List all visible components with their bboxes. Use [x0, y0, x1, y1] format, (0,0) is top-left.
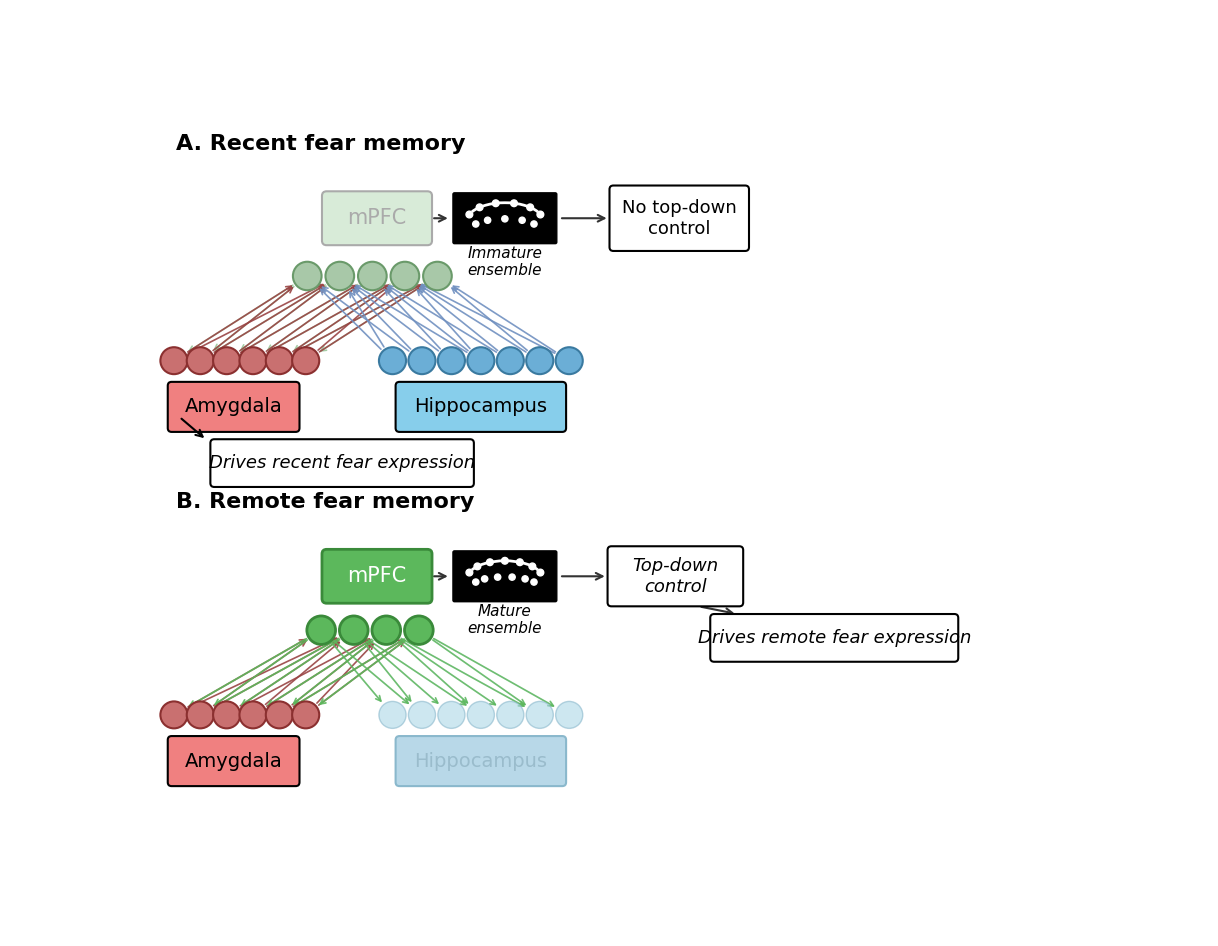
Text: Drives remote fear expression: Drives remote fear expression	[698, 629, 971, 647]
Circle shape	[555, 347, 582, 375]
Circle shape	[495, 574, 501, 580]
FancyBboxPatch shape	[609, 185, 749, 251]
Text: Mature
ensemble: Mature ensemble	[468, 604, 542, 637]
FancyBboxPatch shape	[322, 191, 432, 245]
Circle shape	[516, 559, 524, 566]
Circle shape	[476, 204, 484, 211]
Circle shape	[408, 701, 436, 728]
Circle shape	[240, 701, 267, 728]
Text: No top-down
control: No top-down control	[622, 199, 737, 237]
Circle shape	[510, 200, 518, 206]
Circle shape	[391, 262, 419, 290]
Circle shape	[485, 218, 491, 223]
Text: mPFC: mPFC	[347, 208, 407, 228]
Circle shape	[523, 576, 529, 582]
Circle shape	[266, 347, 292, 375]
Circle shape	[325, 262, 354, 290]
Circle shape	[437, 701, 465, 728]
Text: A. Recent fear memory: A. Recent fear memory	[175, 133, 465, 153]
Circle shape	[473, 221, 479, 227]
FancyBboxPatch shape	[211, 439, 474, 487]
Text: Immature
ensemble: Immature ensemble	[468, 246, 542, 278]
Circle shape	[526, 701, 553, 728]
Circle shape	[213, 701, 240, 728]
Circle shape	[186, 347, 214, 375]
Text: Hippocampus: Hippocampus	[414, 397, 547, 416]
Text: Drives recent fear expression: Drives recent fear expression	[209, 454, 475, 472]
Circle shape	[379, 701, 406, 728]
FancyBboxPatch shape	[608, 546, 743, 606]
Circle shape	[502, 557, 508, 564]
Text: Amygdala: Amygdala	[185, 397, 283, 416]
Circle shape	[492, 200, 499, 206]
FancyBboxPatch shape	[322, 550, 432, 604]
Circle shape	[519, 218, 525, 223]
Circle shape	[537, 569, 543, 576]
Circle shape	[186, 701, 214, 728]
FancyBboxPatch shape	[168, 736, 300, 786]
Circle shape	[527, 204, 533, 211]
Text: Top-down
control: Top-down control	[632, 557, 719, 596]
Circle shape	[502, 216, 508, 222]
Circle shape	[423, 262, 452, 290]
FancyBboxPatch shape	[168, 382, 300, 432]
Circle shape	[529, 563, 536, 569]
Circle shape	[555, 701, 582, 728]
Circle shape	[266, 701, 292, 728]
Circle shape	[292, 701, 319, 728]
Circle shape	[474, 563, 481, 569]
Text: B. Remote fear memory: B. Remote fear memory	[175, 492, 474, 512]
Circle shape	[526, 347, 553, 375]
Circle shape	[486, 559, 493, 566]
Circle shape	[240, 347, 267, 375]
FancyBboxPatch shape	[710, 614, 959, 662]
FancyBboxPatch shape	[453, 551, 557, 602]
Text: Hippocampus: Hippocampus	[414, 751, 547, 771]
Circle shape	[537, 211, 543, 218]
FancyBboxPatch shape	[453, 193, 557, 244]
Circle shape	[468, 701, 495, 728]
Circle shape	[509, 574, 515, 580]
Circle shape	[307, 616, 335, 644]
Circle shape	[292, 347, 319, 375]
Circle shape	[497, 701, 524, 728]
Circle shape	[213, 347, 240, 375]
Circle shape	[358, 262, 386, 290]
Circle shape	[468, 347, 495, 375]
Text: Amygdala: Amygdala	[185, 751, 283, 771]
Circle shape	[340, 616, 368, 644]
Circle shape	[292, 262, 322, 290]
Circle shape	[404, 616, 434, 644]
Circle shape	[531, 221, 537, 227]
Circle shape	[466, 211, 473, 218]
Text: mPFC: mPFC	[347, 567, 407, 587]
Circle shape	[473, 579, 479, 586]
FancyBboxPatch shape	[396, 736, 566, 786]
Circle shape	[408, 347, 436, 375]
Circle shape	[437, 347, 465, 375]
Circle shape	[161, 701, 188, 728]
Circle shape	[531, 579, 537, 586]
Circle shape	[161, 347, 188, 375]
Circle shape	[466, 569, 473, 576]
Circle shape	[481, 576, 487, 582]
Circle shape	[379, 347, 406, 375]
Circle shape	[371, 616, 401, 644]
Circle shape	[497, 347, 524, 375]
FancyBboxPatch shape	[396, 382, 566, 432]
